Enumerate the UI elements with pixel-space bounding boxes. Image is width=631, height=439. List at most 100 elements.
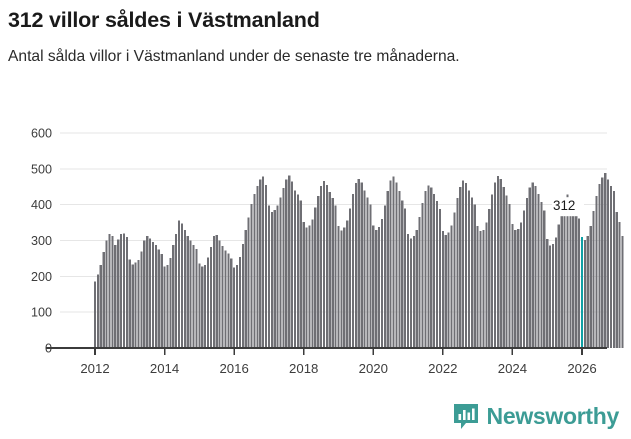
- bar: [256, 186, 259, 348]
- bar: [595, 196, 598, 348]
- bar: [406, 234, 410, 348]
- bar: [343, 227, 346, 348]
- bar: [276, 205, 279, 348]
- bar: [366, 197, 369, 348]
- bar: [473, 204, 476, 348]
- bar: [137, 260, 140, 348]
- bar: [575, 211, 578, 348]
- bar: [401, 200, 404, 348]
- bar: [375, 229, 378, 348]
- bar: [180, 223, 184, 348]
- bar: [476, 226, 479, 348]
- bar: [554, 237, 557, 348]
- bar: [360, 182, 363, 348]
- bar: [351, 193, 355, 348]
- bar: [166, 264, 169, 348]
- bar: [163, 266, 166, 348]
- bar: [354, 183, 357, 348]
- bar: [534, 186, 537, 348]
- bar: [398, 191, 401, 348]
- bar: [143, 240, 146, 348]
- bar: [212, 236, 215, 348]
- bar: [598, 183, 601, 348]
- bar: [270, 211, 273, 348]
- bar: [601, 177, 604, 348]
- bar: [337, 226, 340, 348]
- x-axis-tick-label: 2014: [150, 361, 179, 376]
- bar: [511, 224, 514, 348]
- bar: [444, 234, 447, 348]
- x-axis-tick-label: 2026: [567, 361, 596, 376]
- bar: [531, 182, 534, 348]
- bar: [592, 211, 595, 348]
- bar: [288, 175, 291, 348]
- bar: [369, 204, 372, 348]
- bar: [520, 222, 523, 348]
- bar: [517, 229, 520, 348]
- bar: [430, 187, 433, 348]
- bar: [177, 220, 181, 348]
- bar: [415, 229, 418, 348]
- bar: [308, 225, 311, 348]
- bar: [293, 190, 297, 348]
- bar: [169, 258, 172, 348]
- bar: [238, 256, 242, 348]
- bar: [540, 201, 543, 348]
- y-axis-tick-label: 100: [31, 306, 52, 320]
- bar: [305, 227, 308, 348]
- bar: [586, 236, 589, 348]
- bar: [241, 244, 244, 348]
- bar: [560, 211, 563, 348]
- bar: [198, 263, 201, 348]
- footer-branding: Newsworthy: [453, 402, 619, 430]
- bar: [604, 173, 607, 348]
- bar: [299, 200, 302, 348]
- bar: [496, 176, 499, 348]
- bar: [291, 181, 294, 349]
- bar: [146, 236, 149, 348]
- bar: [114, 244, 117, 348]
- bar: [606, 179, 610, 348]
- bar: [206, 257, 210, 348]
- data-label-value: 312: [553, 198, 575, 213]
- bar: [331, 198, 334, 348]
- bar: [160, 254, 163, 348]
- y-axis-tick-label: 500: [31, 162, 52, 176]
- bar-chart-speech-bubble-icon: [453, 404, 478, 429]
- bar: [499, 178, 502, 348]
- bar: [334, 205, 337, 348]
- bar: [566, 194, 569, 348]
- bar: [340, 230, 343, 348]
- chart-subtitle: Antal sålda villor i Västmanland under d…: [8, 48, 460, 66]
- bar: [389, 180, 392, 348]
- bar: [479, 231, 482, 348]
- bar: [117, 239, 120, 348]
- bar: [372, 225, 375, 348]
- bar: [282, 188, 285, 348]
- bar: [404, 208, 407, 348]
- bar: [438, 208, 442, 348]
- bar: [621, 236, 624, 348]
- bar: [120, 234, 123, 348]
- bar: [383, 205, 386, 348]
- bar: [618, 221, 621, 348]
- bar: [380, 219, 384, 348]
- bar: [522, 210, 526, 348]
- bar: [493, 182, 497, 348]
- x-axis-tick-label: 2024: [498, 361, 527, 376]
- bar: [462, 180, 465, 348]
- bar: [456, 198, 459, 348]
- bar: [482, 229, 485, 348]
- bar: [546, 239, 549, 348]
- bar: [549, 245, 552, 348]
- y-axis-tick-label: 600: [31, 127, 52, 141]
- bar: [470, 197, 473, 348]
- page-title: 312 villor såldes i Västmanland: [8, 8, 320, 32]
- bar: [525, 198, 528, 348]
- bar: [102, 251, 105, 348]
- bar: [392, 176, 395, 348]
- bar: [453, 212, 456, 348]
- y-axis-tick-label: 300: [31, 234, 52, 248]
- bar: [259, 179, 262, 348]
- y-axis-tick-label: 200: [31, 270, 52, 284]
